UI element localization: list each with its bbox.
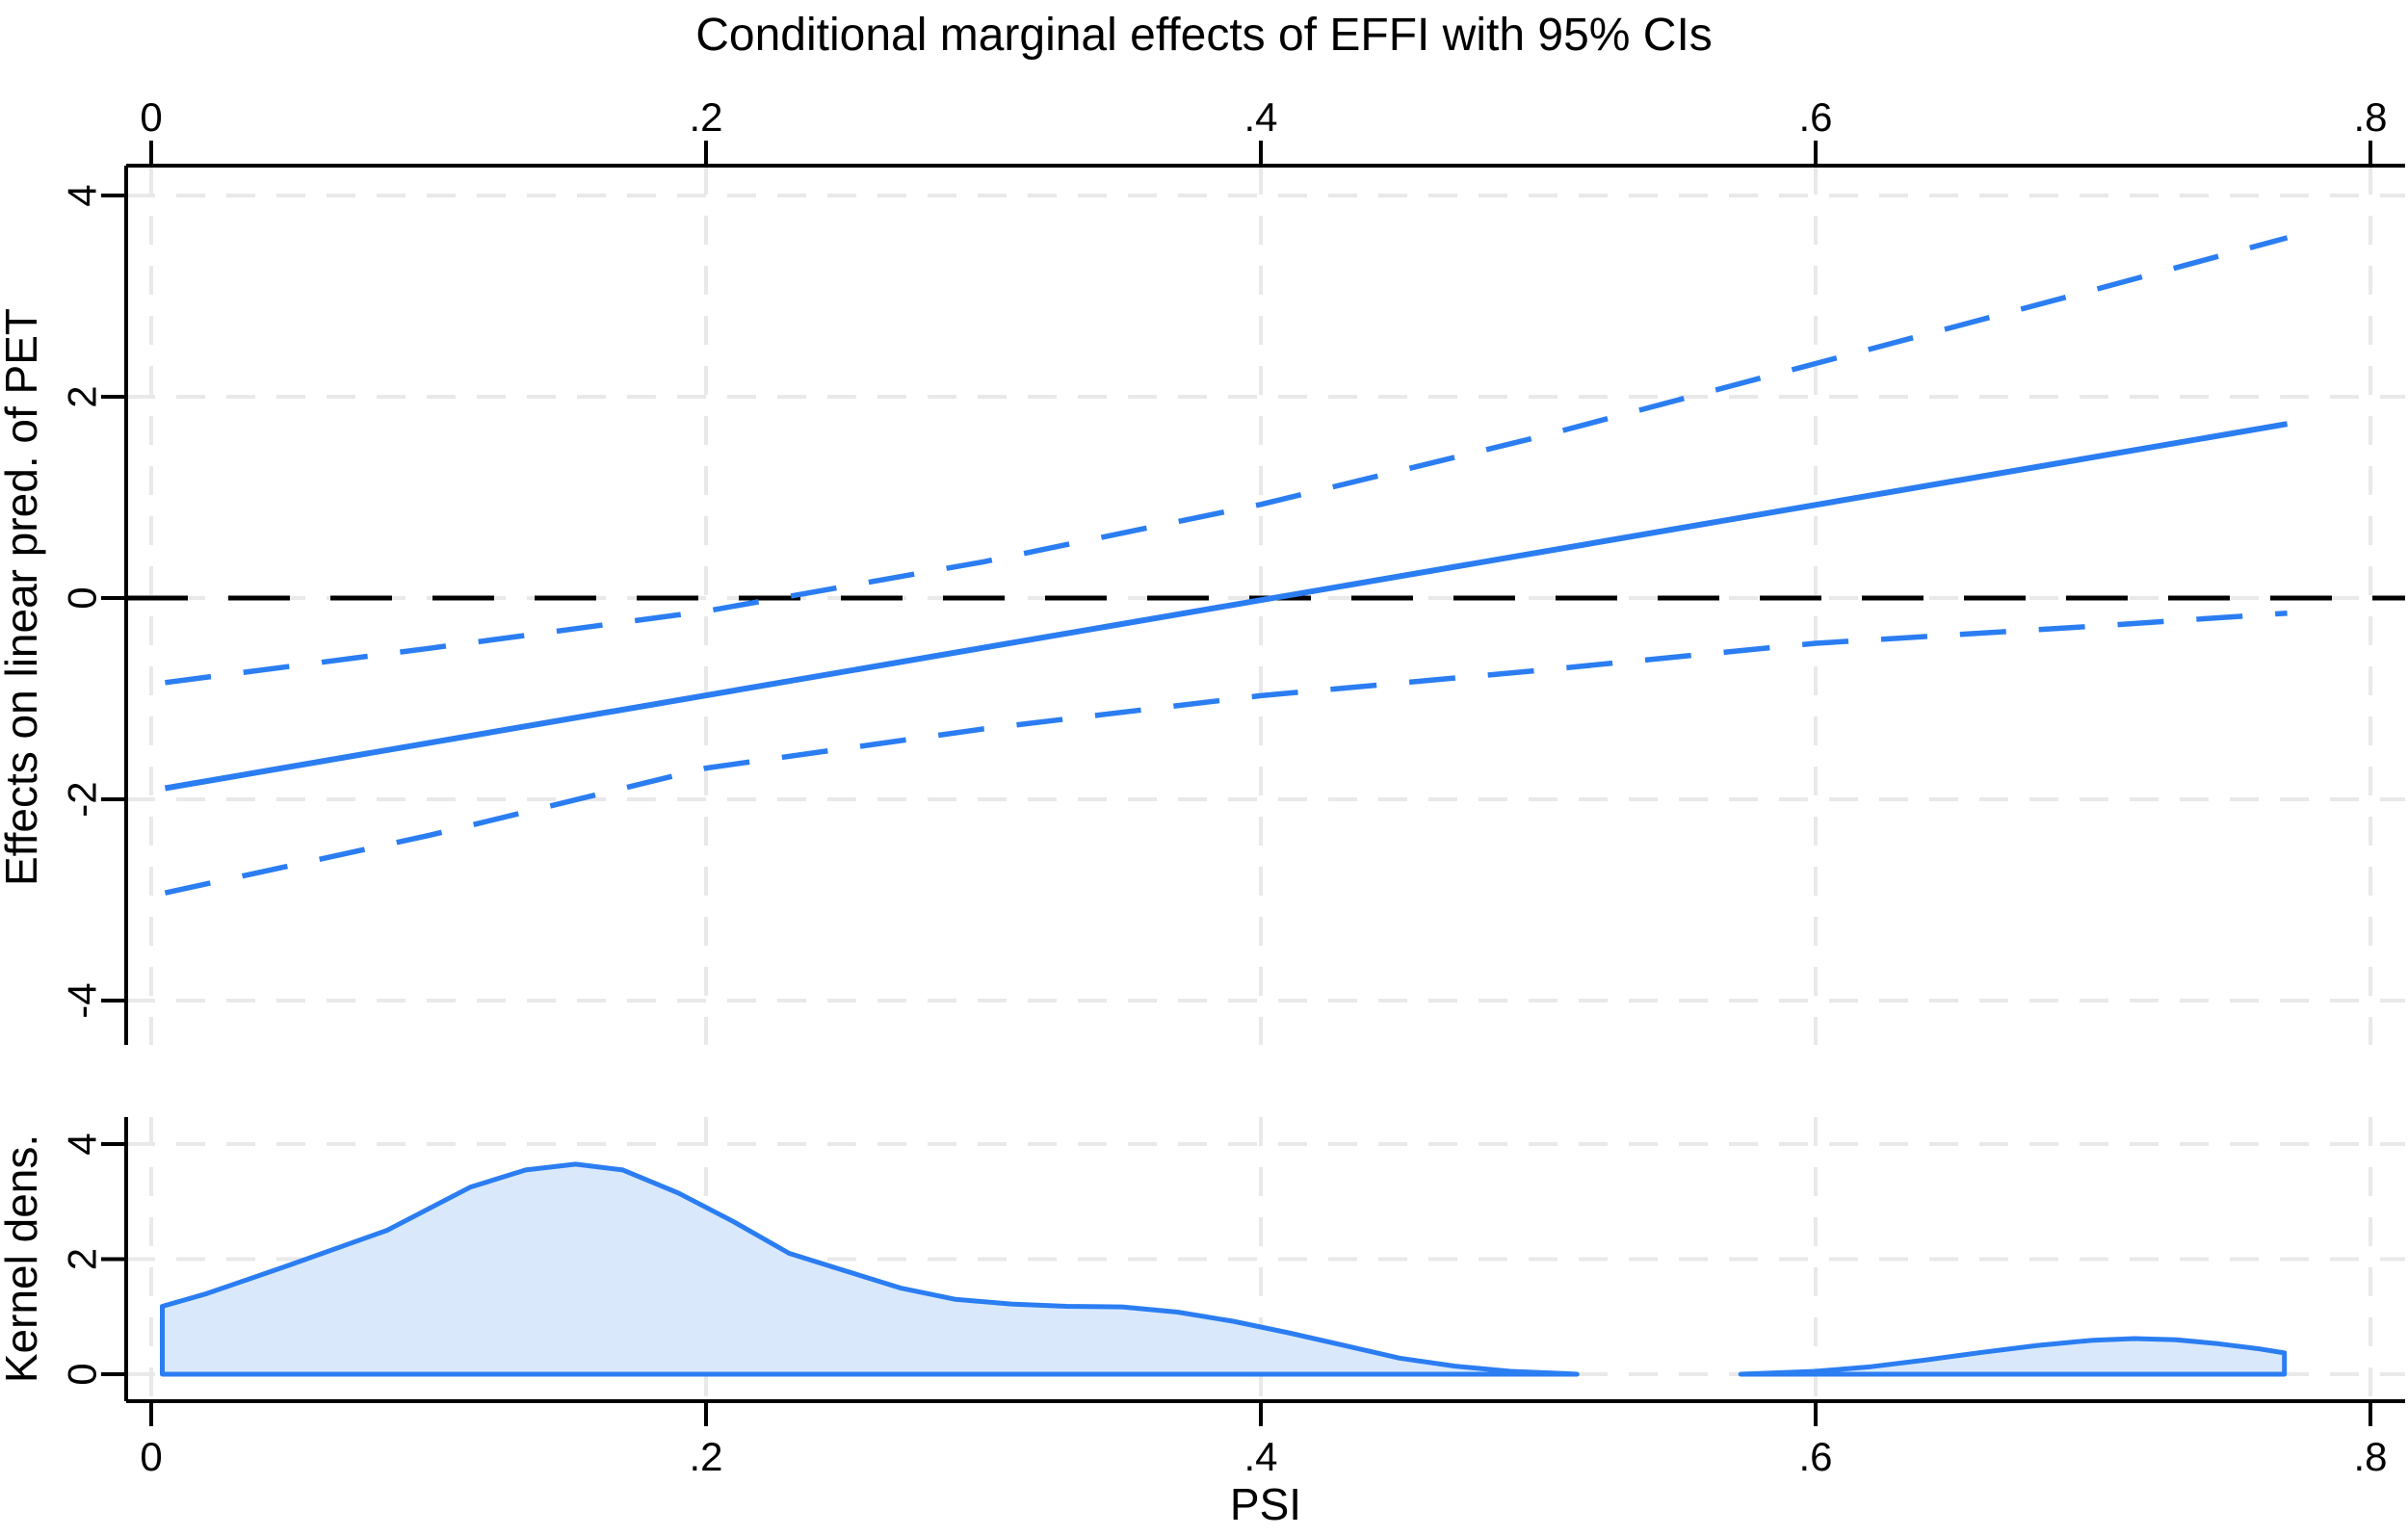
- x-tick-label: .6: [1798, 1434, 1832, 1479]
- x-tick-label: .4: [1243, 94, 1277, 140]
- density-y-axis-title: Kernel dens.: [0, 1134, 46, 1383]
- kernel-density-area: [160, 1161, 1580, 1377]
- confidence-interval-line: [165, 235, 2289, 686]
- x-axis-title-psi: PSI: [1230, 1479, 1301, 1529]
- y-tick-label: 2: [60, 1248, 105, 1270]
- x-tick-label: .2: [689, 94, 722, 140]
- effects-y-axis-title: Effects on linear pred. of PET: [0, 308, 46, 886]
- effects-panel: 0 .2 .4 .6 .8 4 2 0 -2 -4: [60, 94, 2405, 1045]
- x-tick-label: .8: [2353, 94, 2387, 140]
- marginal-effect-line: [164, 421, 2289, 792]
- x-tick-label: 0: [140, 1434, 162, 1479]
- y-tick-label: 0: [60, 1363, 105, 1385]
- y-tick-label: -2: [60, 781, 105, 817]
- x-tick-label: .2: [689, 1434, 722, 1479]
- x-tick-label: 0: [140, 94, 162, 140]
- confidence-interval-line: [164, 610, 2288, 896]
- y-tick-label: 4: [60, 184, 105, 206]
- y-tick-label: 0: [60, 586, 105, 609]
- y-tick-label: 2: [60, 385, 105, 407]
- kernel-density-area: [1738, 1336, 2288, 1377]
- density-panel: 0 .2 .4 .6 .8 4 2 0: [60, 1117, 2405, 1479]
- y-tick-label: -4: [60, 982, 105, 1018]
- chart-title: Conditional marginal effects of EFFI wit…: [695, 10, 1713, 61]
- x-tick-label: .8: [2353, 1434, 2387, 1479]
- x-tick-label: .4: [1243, 1434, 1277, 1479]
- y-tick-label: 4: [60, 1132, 105, 1155]
- x-tick-label: .6: [1798, 94, 1832, 140]
